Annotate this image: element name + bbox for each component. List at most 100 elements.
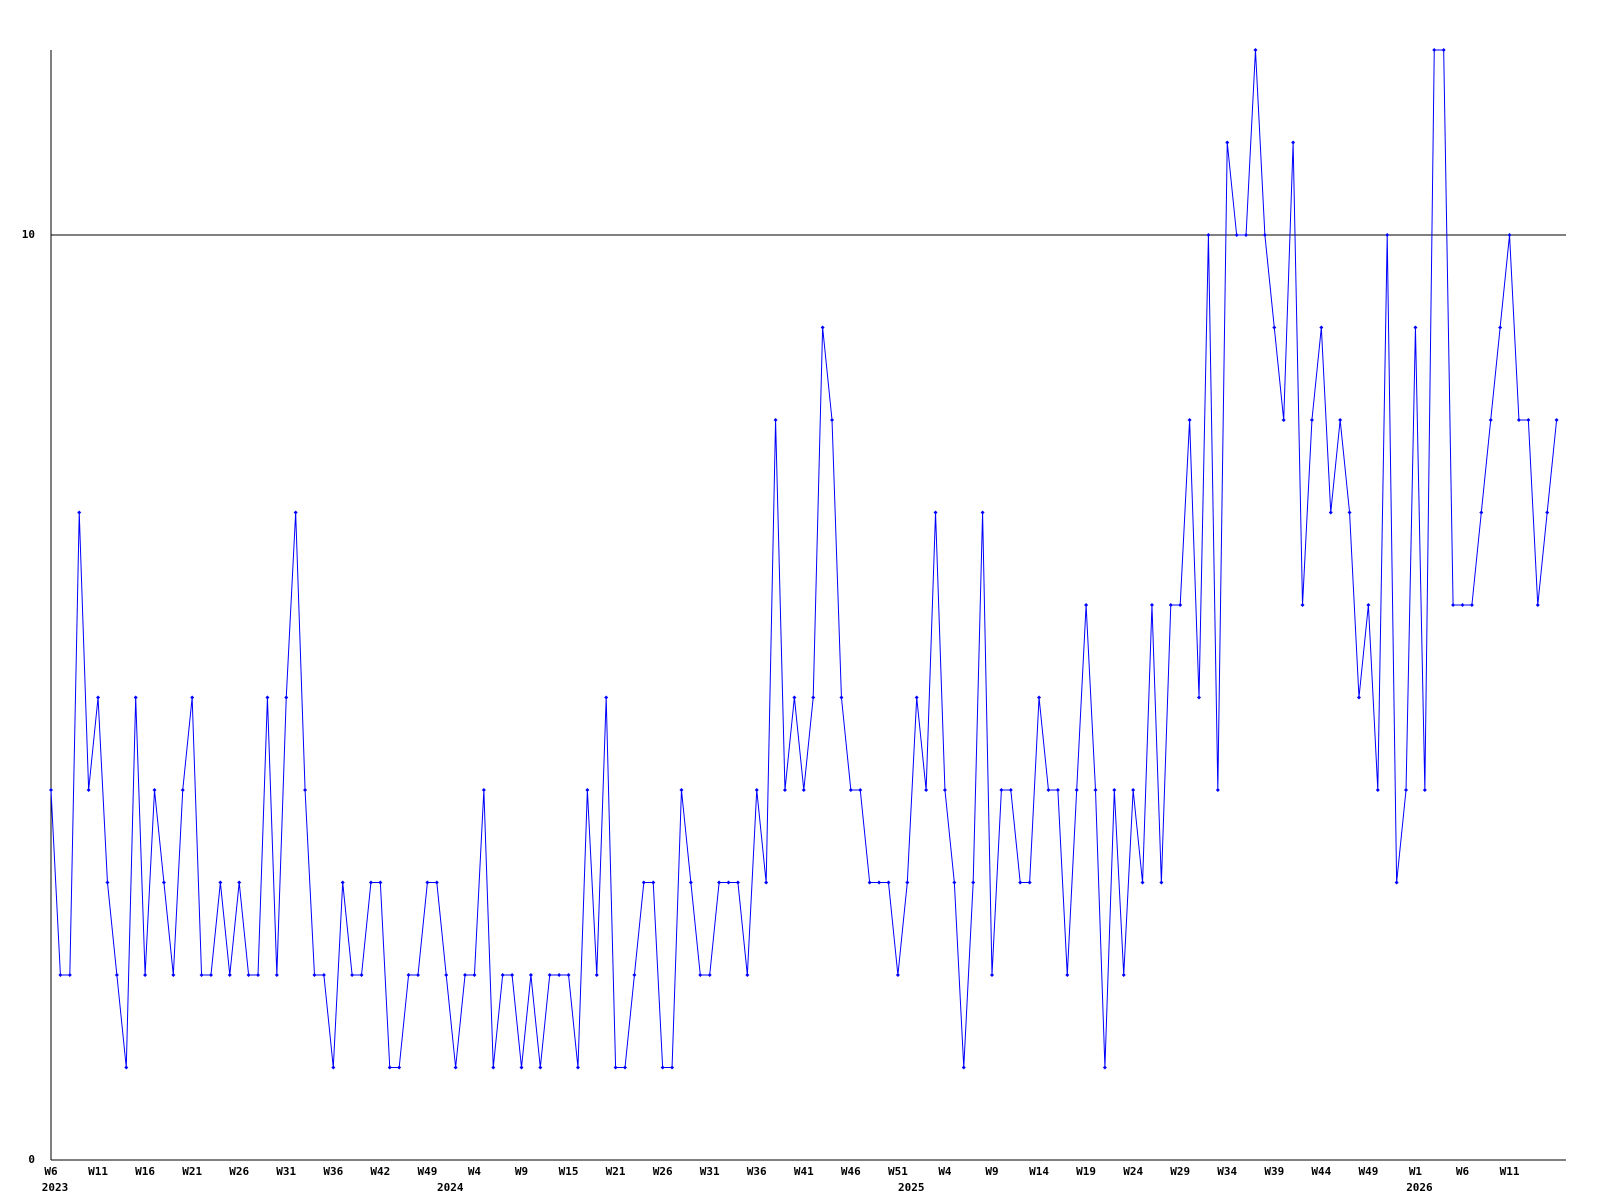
marker — [49, 788, 53, 792]
marker — [952, 880, 957, 885]
marker — [218, 880, 223, 885]
x-tick-label: W39 — [1264, 1165, 1284, 1178]
marker — [1102, 1065, 1107, 1070]
marker — [670, 1065, 675, 1070]
marker — [1451, 603, 1456, 607]
marker — [472, 973, 477, 977]
x-tick-label: W36 — [323, 1165, 343, 1178]
x-tick-label: W31 — [700, 1165, 720, 1178]
x-tick-label: W26 — [229, 1165, 249, 1178]
marker — [152, 788, 157, 792]
marker — [726, 880, 731, 885]
marker — [792, 695, 797, 700]
marker — [604, 695, 609, 700]
marker — [1159, 880, 1164, 885]
marker — [924, 788, 929, 792]
x-tick-label: W4 — [938, 1165, 952, 1178]
marker — [1084, 603, 1089, 607]
marker — [867, 880, 872, 885]
marker — [406, 973, 411, 977]
line — [50, 49, 1558, 1068]
marker — [1027, 880, 1032, 885]
x-tick-label: W19 — [1076, 1165, 1096, 1178]
marker — [227, 973, 232, 977]
marker — [1309, 418, 1314, 422]
marker — [397, 1065, 402, 1070]
marker — [623, 1065, 628, 1070]
marker — [773, 418, 778, 422]
marker — [547, 973, 552, 977]
marker — [1272, 325, 1277, 330]
marker — [961, 1065, 966, 1070]
marker — [1516, 418, 1521, 422]
marker — [58, 973, 63, 977]
marker — [942, 788, 947, 792]
marker — [1338, 418, 1343, 422]
x-tick-label: W42 — [370, 1165, 390, 1178]
marker — [632, 973, 637, 977]
marker — [67, 973, 72, 977]
marker — [1375, 788, 1380, 792]
marker — [1140, 880, 1145, 885]
marker — [1319, 325, 1324, 330]
marker — [96, 695, 101, 700]
marker — [1356, 695, 1361, 700]
marker — [811, 695, 816, 700]
marker — [858, 788, 863, 792]
marker — [303, 788, 308, 792]
marker — [312, 973, 317, 977]
marker — [284, 695, 289, 700]
marker — [1074, 788, 1079, 792]
x-tick-label: W21 — [182, 1165, 202, 1178]
x-tick-label: W6 — [1456, 1165, 1470, 1178]
marker — [1479, 510, 1484, 515]
marker — [641, 880, 646, 885]
marker — [1178, 603, 1183, 607]
x-tick-label: W51 — [888, 1165, 908, 1178]
x-tick-label: W44 — [1311, 1165, 1331, 1178]
marker — [453, 1065, 458, 1070]
marker — [114, 973, 119, 977]
x-tick-label: W1 — [1409, 1165, 1423, 1178]
marker — [190, 695, 195, 700]
marker — [660, 1065, 665, 1070]
marker — [594, 973, 599, 977]
marker — [321, 973, 326, 977]
marker — [707, 973, 712, 977]
marker — [754, 788, 759, 792]
x-year-label: 2025 — [898, 1181, 925, 1194]
marker — [764, 880, 769, 885]
marker — [1554, 418, 1559, 422]
marker — [105, 880, 110, 885]
marker — [86, 788, 91, 792]
marker — [340, 880, 345, 885]
marker — [830, 418, 835, 422]
marker — [877, 880, 882, 885]
marker — [1488, 418, 1493, 422]
marker — [1253, 48, 1258, 52]
marker — [1018, 880, 1023, 885]
marker — [1366, 603, 1371, 607]
x-tick-label: W21 — [606, 1165, 626, 1178]
marker — [350, 973, 355, 977]
marker — [1507, 233, 1512, 237]
marker — [1215, 788, 1220, 792]
marker — [180, 788, 185, 792]
marker — [1234, 233, 1239, 237]
marker — [1413, 325, 1418, 330]
marker — [717, 880, 722, 885]
marker — [444, 973, 449, 977]
marker — [1112, 788, 1117, 792]
marker — [1149, 603, 1154, 607]
marker — [1526, 418, 1531, 422]
y-tick-label: 0 — [28, 1153, 35, 1166]
marker — [895, 973, 900, 977]
marker — [359, 973, 364, 977]
marker — [1206, 233, 1211, 237]
marker — [933, 510, 938, 515]
marker — [585, 788, 590, 792]
marker — [481, 788, 486, 792]
marker — [519, 1065, 524, 1070]
x-tick-label: W6 — [44, 1165, 58, 1178]
